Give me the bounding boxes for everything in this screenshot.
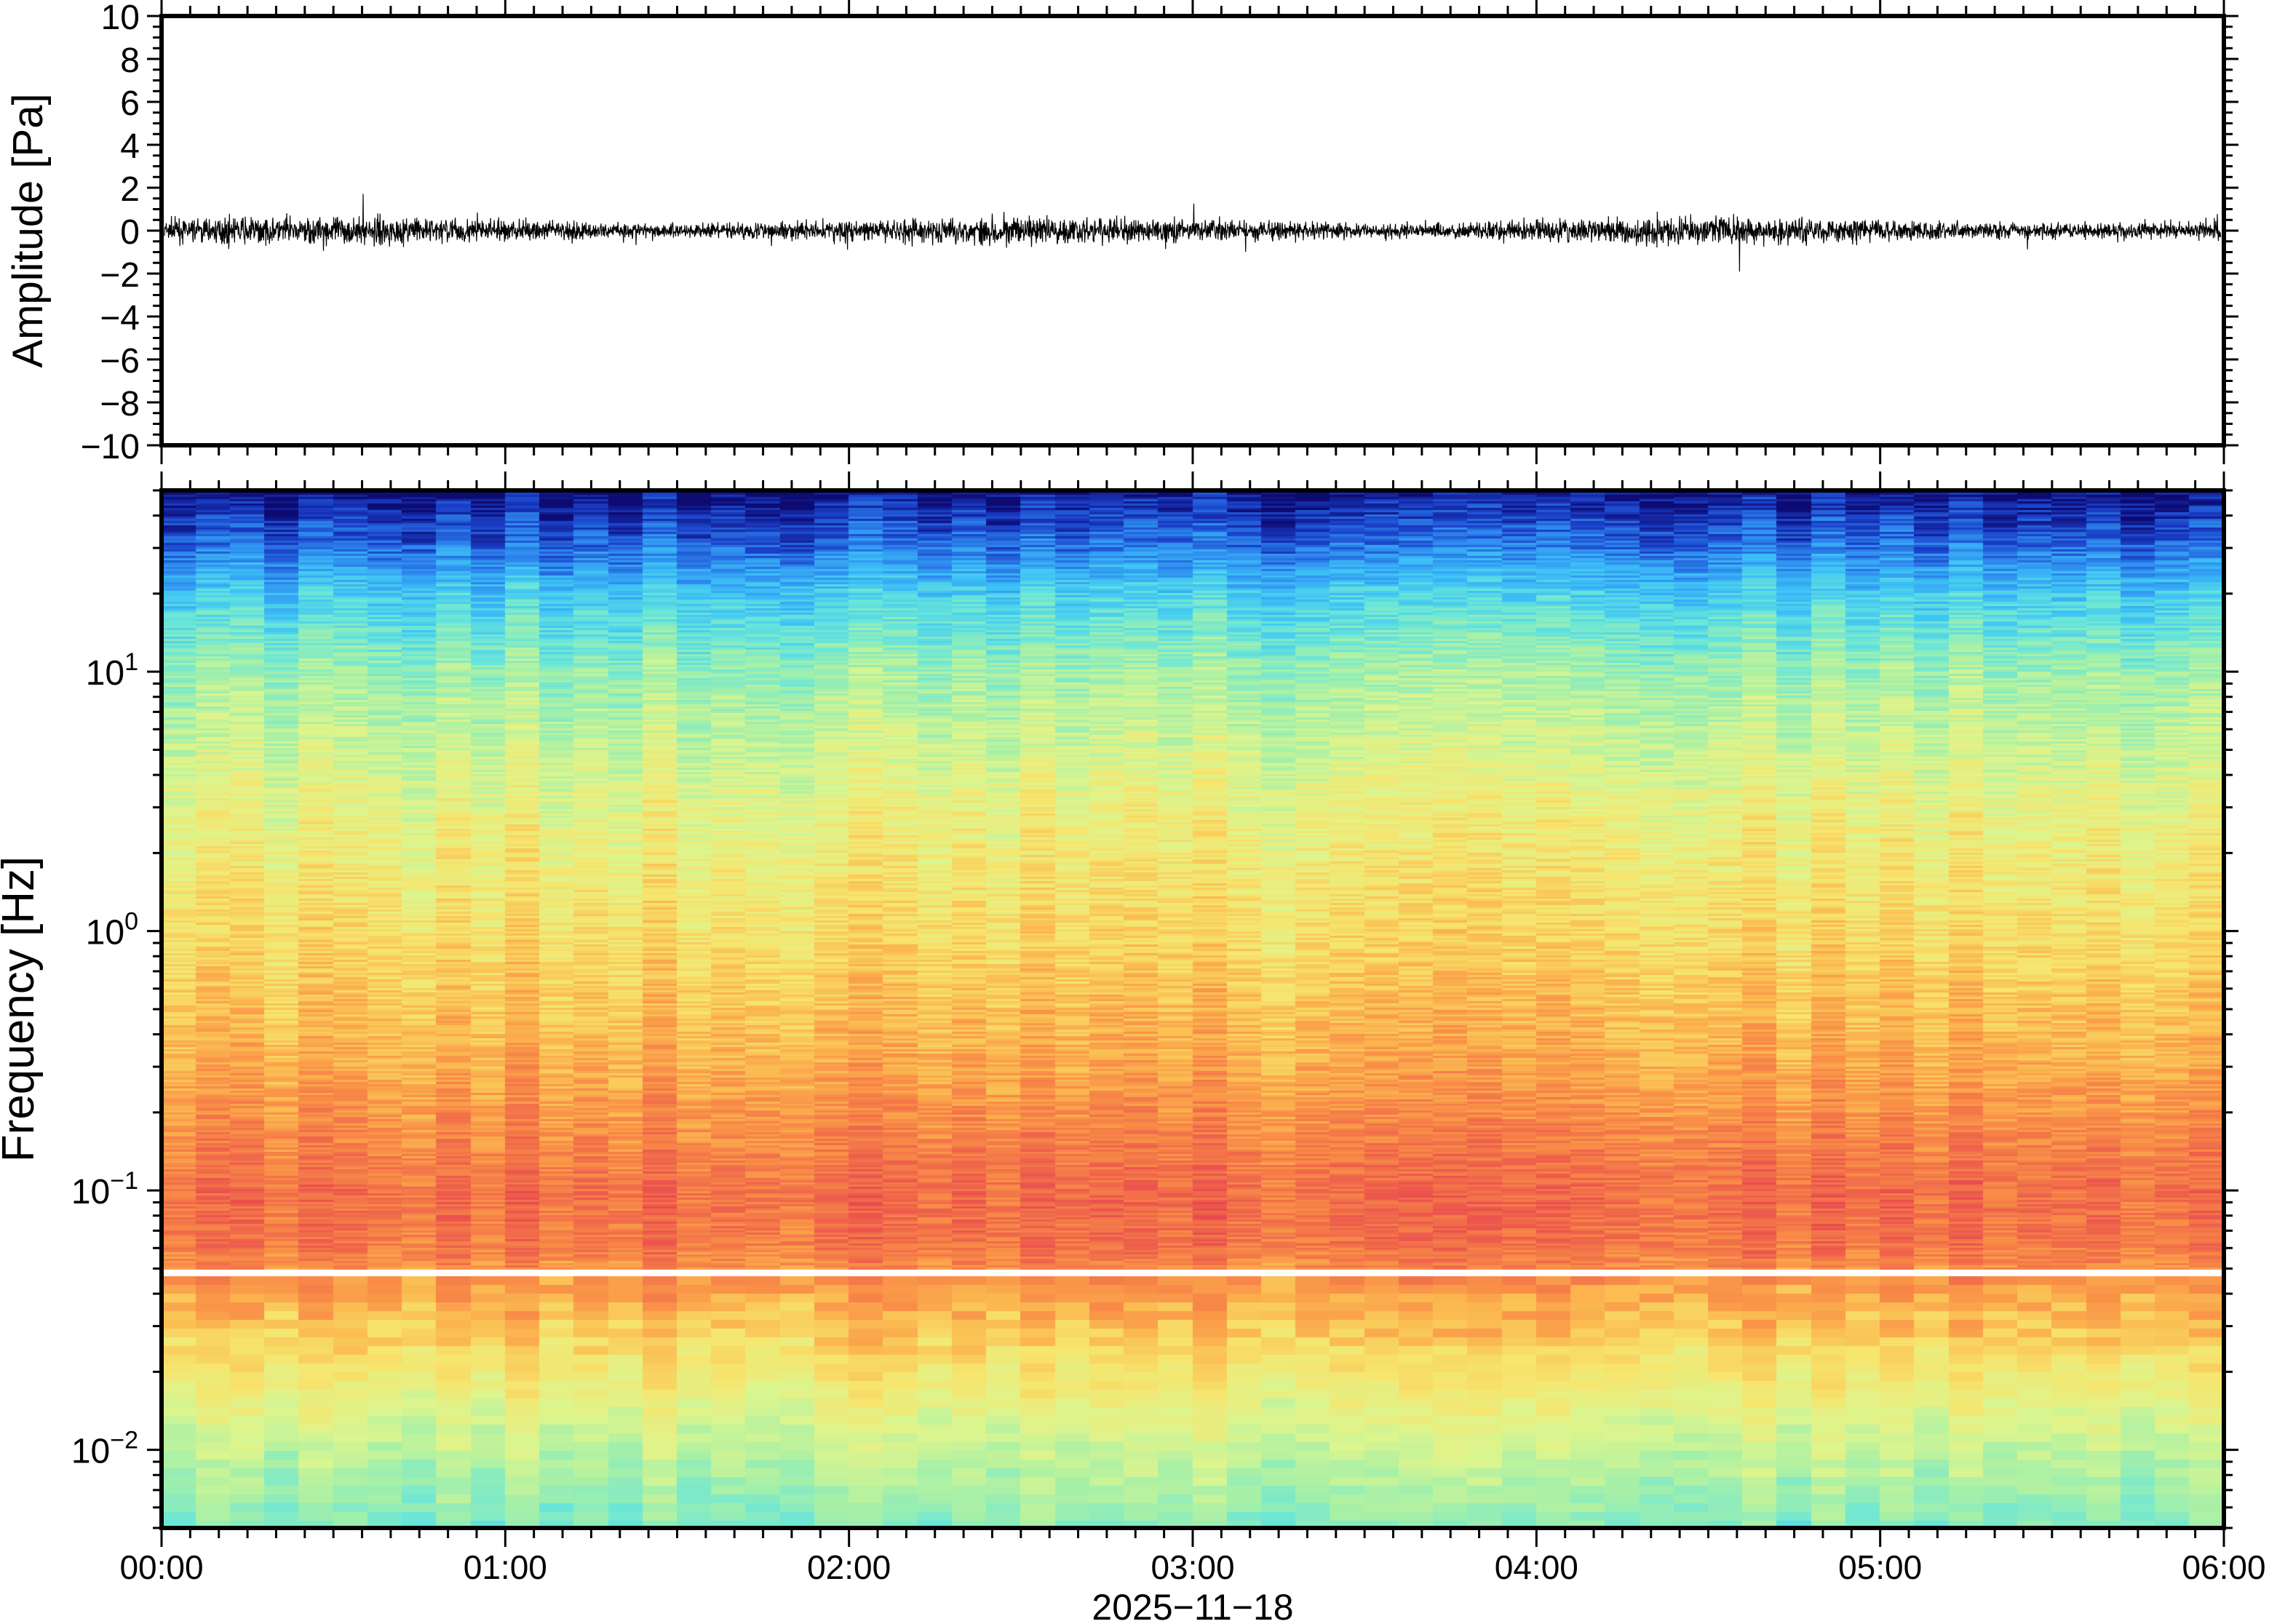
x-tick-label: 03:00 — [1151, 1548, 1234, 1586]
spectrogram-ylabel: Frequency [Hz] — [0, 856, 44, 1162]
waveform-ytick-label: 10 — [101, 0, 140, 37]
axis-ticks — [147, 0, 2238, 1547]
spectrogram-heatmap — [162, 490, 2224, 1528]
spectrogram-ytick-label: 10−2 — [71, 1427, 138, 1471]
waveform-ytick-label: 8 — [120, 41, 140, 80]
waveform-ytick-label: −4 — [100, 299, 140, 338]
tick-exponent: −2 — [110, 1427, 138, 1454]
tick-exponent: 1 — [124, 648, 138, 676]
x-tick-label: 00:00 — [119, 1548, 203, 1586]
x-tick-label: 06:00 — [2182, 1548, 2265, 1586]
waveform-ytick-label: 2 — [120, 170, 140, 209]
waveform-ytick-label: 0 — [120, 213, 140, 252]
spectrogram-ytick-label: 100 — [86, 908, 138, 952]
spectrogram-ytick-label: 10−1 — [71, 1167, 138, 1211]
tick-exponent: −1 — [110, 1167, 138, 1195]
tick-base: 10 — [86, 654, 124, 693]
tick-exponent: 0 — [124, 908, 138, 936]
tick-base: 10 — [71, 1433, 110, 1471]
waveform-line — [164, 194, 2222, 272]
x-tick-label: 01:00 — [464, 1548, 547, 1586]
waveform-ylabel: Amplitude [Pa] — [4, 93, 52, 367]
waveform-ytick-label: −2 — [100, 256, 140, 295]
waveform-ytick-label: 6 — [120, 84, 140, 123]
spectrogram-panel-frame — [159, 488, 2226, 1530]
waveform-ytick-label: −8 — [100, 385, 140, 423]
x-tick-label: 04:00 — [1495, 1548, 1578, 1586]
x-tick-label: 02:00 — [807, 1548, 891, 1586]
waveform-ytick-label: −10 — [81, 428, 140, 466]
tick-base: 10 — [86, 914, 124, 952]
tick-base: 10 — [71, 1173, 110, 1211]
x-axis-date-label: 2025−11−18 — [1092, 1587, 1293, 1624]
waveform-ytick-label: −6 — [100, 342, 140, 381]
spectrogram-ytick-label: 101 — [86, 648, 138, 693]
waveform-ytick-label: 4 — [120, 127, 140, 166]
x-tick-label: 05:00 — [1838, 1548, 1922, 1586]
waveform-trace — [164, 194, 2222, 272]
